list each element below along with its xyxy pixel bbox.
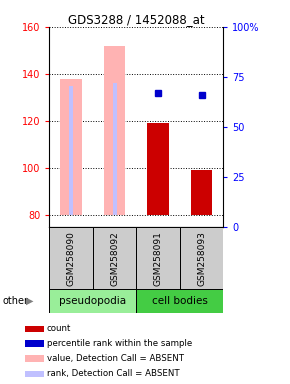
Bar [180, 227, 223, 290]
Text: value, Detection Call = ABSENT: value, Detection Call = ABSENT [46, 354, 184, 363]
Text: GSM258090: GSM258090 [66, 231, 76, 286]
Bar [25, 355, 44, 362]
Bar [25, 371, 44, 377]
Bar [49, 227, 93, 290]
Text: percentile rank within the sample: percentile rank within the sample [46, 339, 192, 348]
Text: cell bodies: cell bodies [152, 296, 208, 306]
Text: other: other [3, 296, 29, 306]
Text: GSM258092: GSM258092 [110, 231, 119, 286]
Title: GDS3288 / 1452088_at: GDS3288 / 1452088_at [68, 13, 205, 26]
Text: pseudopodia: pseudopodia [59, 296, 126, 306]
Text: count: count [46, 324, 71, 333]
Bar [60, 79, 82, 215]
Bar [136, 227, 180, 290]
Bar [147, 123, 169, 215]
Bar [49, 289, 136, 313]
Bar [191, 170, 212, 215]
Bar [136, 289, 223, 313]
Bar [104, 46, 126, 215]
Text: ▶: ▶ [26, 296, 34, 306]
Bar [25, 326, 44, 332]
Bar [69, 86, 73, 215]
Text: GSM258093: GSM258093 [197, 231, 206, 286]
Text: rank, Detection Call = ABSENT: rank, Detection Call = ABSENT [46, 369, 179, 378]
Bar [93, 227, 136, 290]
Text: GSM258091: GSM258091 [153, 231, 163, 286]
Bar [113, 83, 117, 215]
Bar [25, 340, 44, 347]
